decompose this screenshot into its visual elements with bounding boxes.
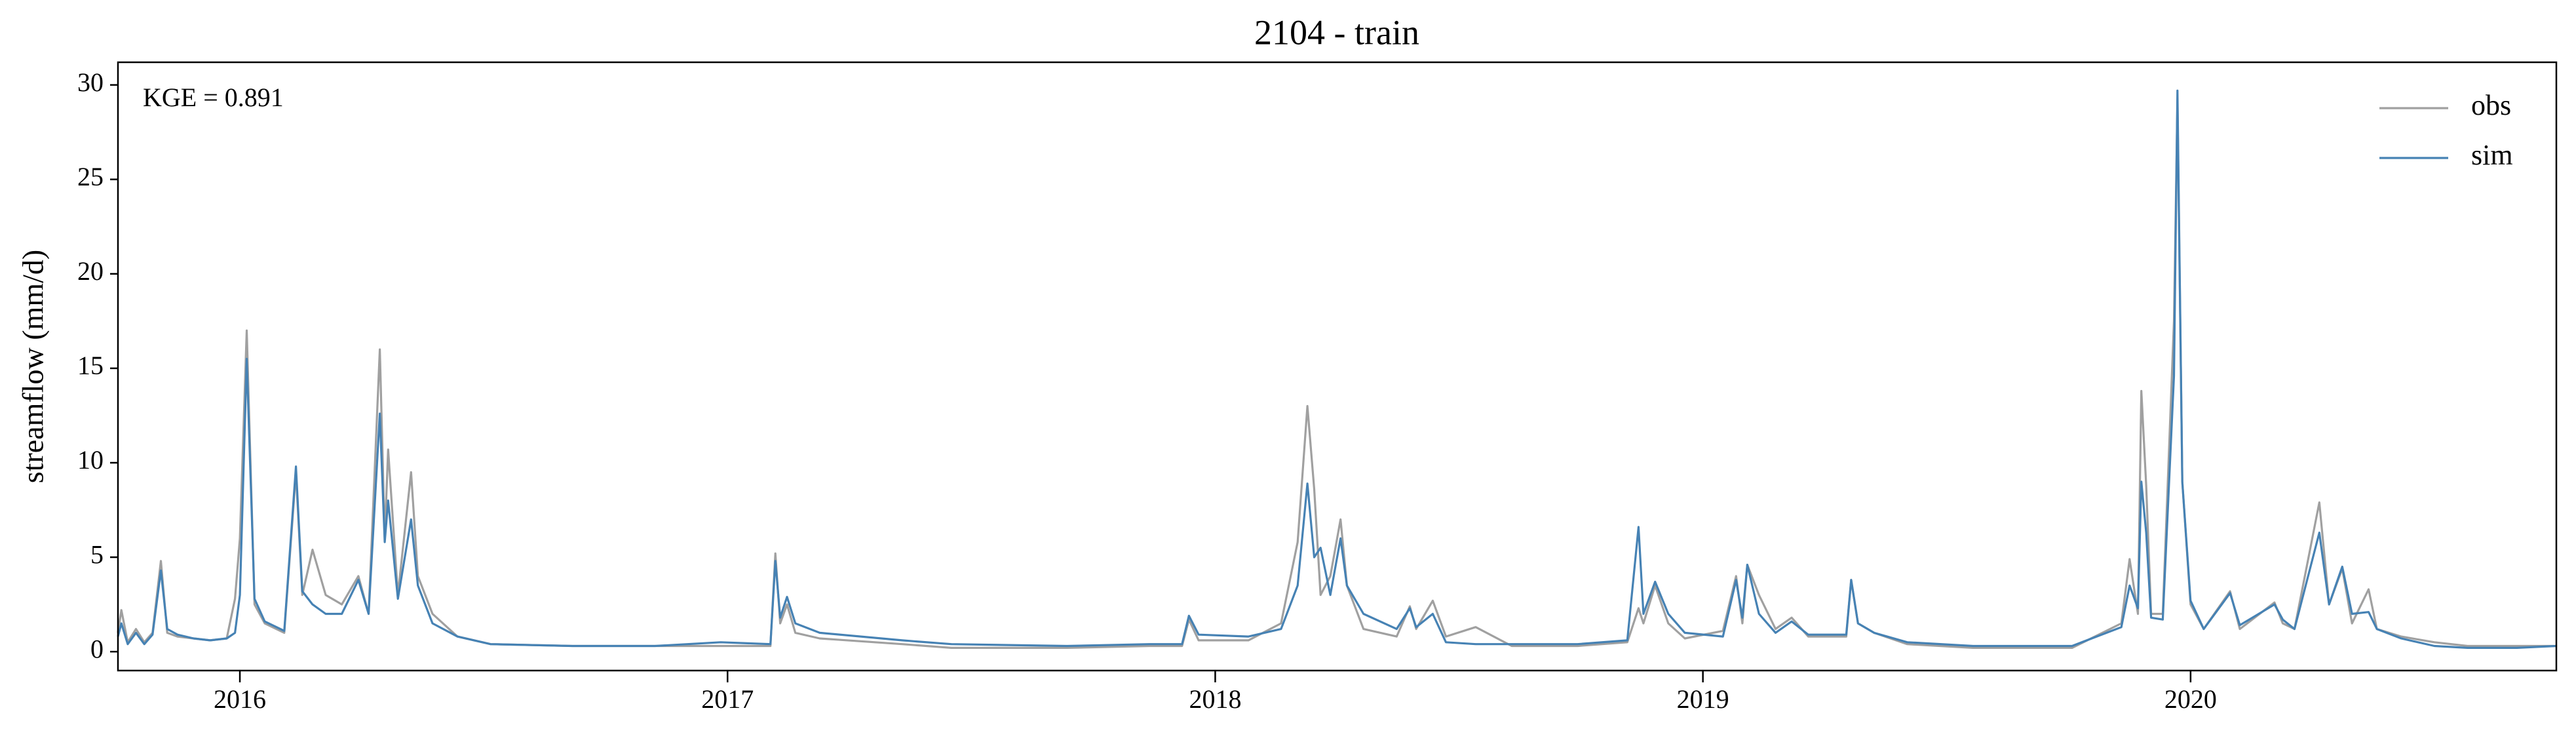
y-tick-label: 0 <box>90 634 104 663</box>
legend-label: sim <box>2471 139 2513 171</box>
y-tick-label: 25 <box>77 162 104 191</box>
y-tick-label: 10 <box>77 445 104 475</box>
y-tick-label: 5 <box>90 539 104 569</box>
x-tick-label: 2016 <box>214 684 266 714</box>
chart-title: 2104 - train <box>1254 12 1419 52</box>
y-axis-label: streamflow (mm/d) <box>16 250 50 483</box>
annotation: KGE = 0.891 <box>143 83 284 112</box>
series-line <box>117 89 2557 649</box>
y-tick-label: 30 <box>77 68 104 97</box>
series-line <box>117 102 2556 649</box>
x-tick-label: 2020 <box>2164 684 2217 714</box>
y-tick-label: 20 <box>77 256 104 286</box>
plot-frame <box>117 61 2558 672</box>
legend-label: obs <box>2471 89 2511 121</box>
x-tick-label: 2017 <box>701 684 754 714</box>
x-tick-label: 2018 <box>1189 684 1241 714</box>
y-tick-label: 15 <box>77 351 104 380</box>
x-tick-label: 2019 <box>1677 684 1729 714</box>
